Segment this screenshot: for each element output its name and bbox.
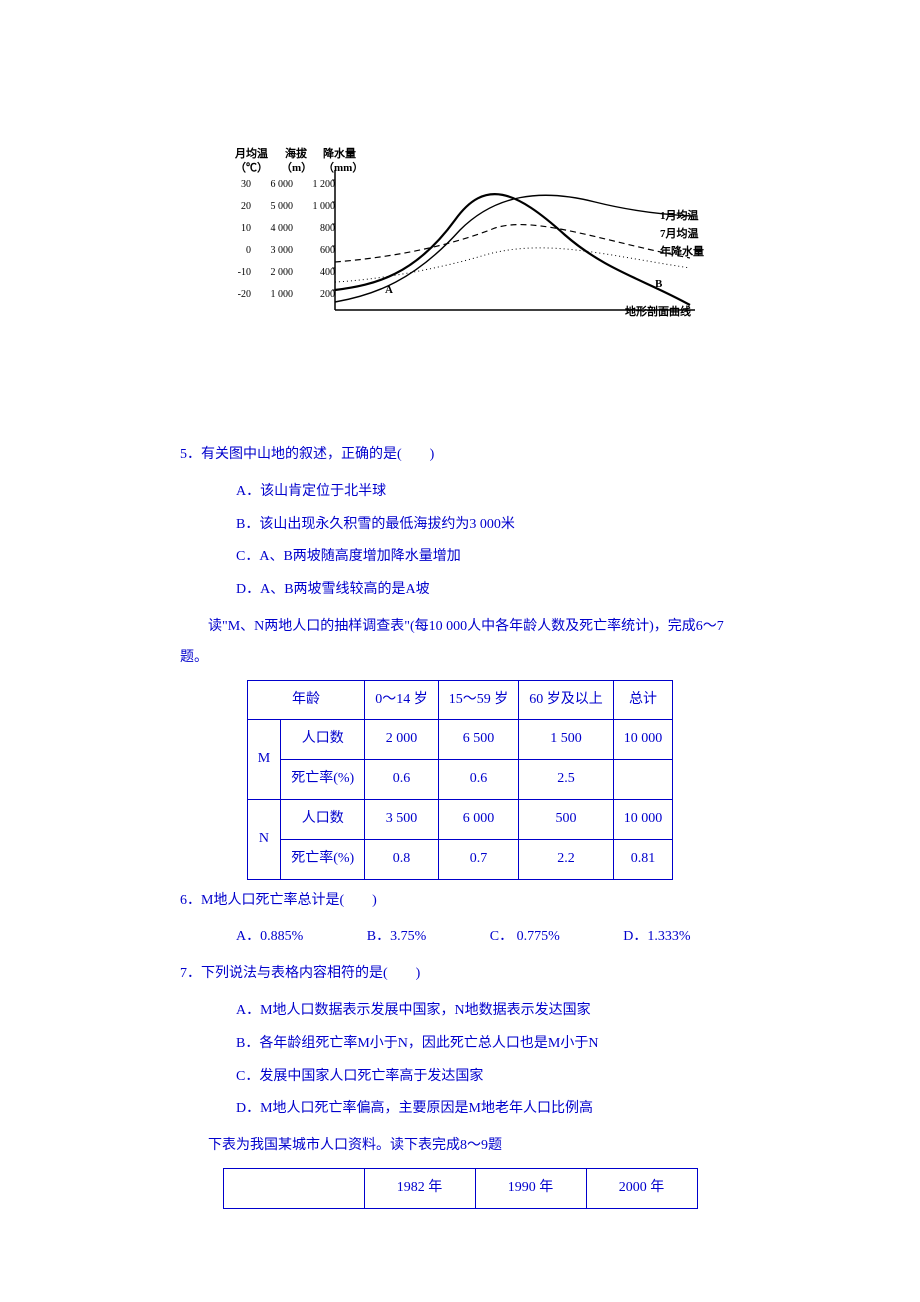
ytick-temp: 20 bbox=[221, 196, 251, 218]
q5-opt-a: A．该山肯定位于北半球 bbox=[236, 477, 740, 508]
cell: 10 000 bbox=[613, 720, 673, 760]
cell: 3 500 bbox=[365, 799, 439, 839]
cell-group-m: M bbox=[247, 720, 280, 800]
q5-opt-c: C．A、B两坡随高度增加降水量增加 bbox=[236, 542, 740, 573]
jul-curve bbox=[335, 225, 690, 262]
cell: 死亡率(%) bbox=[281, 839, 365, 879]
q6-opt-b: B．3.75% bbox=[367, 922, 427, 953]
legend-precip: 年降水量 bbox=[660, 240, 704, 264]
ytick-temp: -20 bbox=[221, 284, 251, 306]
table-row: 死亡率(%) 0.8 0.7 2.2 0.81 bbox=[247, 839, 672, 879]
population-table-mn: 年龄 0～14 岁 15～59 岁 60 岁及以上 总计 M 人口数 2 000… bbox=[247, 680, 673, 880]
th-1982: 1982 年 bbox=[364, 1168, 475, 1208]
cell: 0.6 bbox=[365, 760, 439, 800]
cell: 0.8 bbox=[365, 839, 439, 879]
q5-opt-b: B．该山出现永久积雪的最低海拔约为3 000米 bbox=[236, 510, 740, 541]
q7-opt-a: A．M地人口数据表示发展中国家，N地数据表示发达国家 bbox=[236, 996, 740, 1027]
city-population-table: 1982 年 1990 年 2000 年 bbox=[223, 1168, 698, 1209]
intro-6-7: 读"M、N两地人口的抽样调查表"(每10 000人中各年龄人数及死亡率统计)，完… bbox=[180, 612, 740, 674]
q6-opt-d: D．1.333% bbox=[623, 922, 690, 953]
ytick-temp: 30 bbox=[221, 174, 251, 196]
q6-opt-a: A．0.885% bbox=[236, 922, 303, 953]
q7-opt-b: B．各年龄组死亡率M小于N，因此死亡总人口也是M小于N bbox=[236, 1029, 740, 1060]
cell: 2.2 bbox=[519, 839, 614, 879]
th-60plus: 60 岁及以上 bbox=[519, 680, 614, 720]
cell: 死亡率(%) bbox=[281, 760, 365, 800]
q6-opt-c: C． 0.775% bbox=[490, 922, 560, 953]
cell: 6 000 bbox=[438, 799, 519, 839]
q5-stem: 5．有关图中山地的叙述，正确的是( ) bbox=[180, 440, 740, 471]
th-2000: 2000 年 bbox=[586, 1168, 697, 1208]
th-blank bbox=[223, 1168, 364, 1208]
cell: 500 bbox=[519, 799, 614, 839]
table-row: M 人口数 2 000 6 500 1 500 10 000 bbox=[247, 720, 672, 760]
cell: 0.7 bbox=[438, 839, 519, 879]
cell: 0.81 bbox=[613, 839, 673, 879]
cell: 人口数 bbox=[281, 720, 365, 760]
cell: 2 000 bbox=[365, 720, 439, 760]
ytick-temp: -10 bbox=[221, 262, 251, 284]
cell bbox=[613, 760, 673, 800]
point-b: B bbox=[655, 272, 662, 296]
cell: 6 500 bbox=[438, 720, 519, 760]
cell-group-n: N bbox=[247, 799, 280, 879]
cell: 人口数 bbox=[281, 799, 365, 839]
q7-opt-c: C．发展中国家人口死亡率高于发达国家 bbox=[236, 1062, 740, 1093]
intro-8-9: 下表为我国某城市人口资料。读下表完成8～9题 bbox=[180, 1131, 740, 1162]
q6-stem: 6．M地人口死亡率总计是( ) bbox=[180, 886, 740, 917]
cell: 1 500 bbox=[519, 720, 614, 760]
th-total: 总计 bbox=[613, 680, 673, 720]
table-row: N 人口数 3 500 6 000 500 10 000 bbox=[247, 799, 672, 839]
legend-profile: 地形剖面曲线 bbox=[625, 300, 691, 324]
point-a: A bbox=[385, 278, 393, 302]
q5-opt-d: D．A、B两坡雪线较高的是A坡 bbox=[236, 575, 740, 606]
ytick-temp: 10 bbox=[221, 218, 251, 240]
cell: 2.5 bbox=[519, 760, 614, 800]
cell: 0.6 bbox=[438, 760, 519, 800]
ytick-temp: 0 bbox=[221, 240, 251, 262]
q7-stem: 7．下列说法与表格内容相符的是( ) bbox=[180, 959, 740, 990]
cell: 10 000 bbox=[613, 799, 673, 839]
th-0-14: 0～14 岁 bbox=[365, 680, 439, 720]
th-1990: 1990 年 bbox=[475, 1168, 586, 1208]
th-age: 年龄 bbox=[247, 680, 364, 720]
climate-profile-chart: 月均温 （℃） 海拔 （m） 降水量 （mm） 30 20 10 0 -10 -… bbox=[245, 160, 675, 360]
table-row: 死亡率(%) 0.6 0.6 2.5 bbox=[247, 760, 672, 800]
th-15-59: 15～59 岁 bbox=[438, 680, 519, 720]
q7-opt-d: D．M地人口死亡率偏高，主要原因是M地老年人口比例高 bbox=[236, 1094, 740, 1125]
